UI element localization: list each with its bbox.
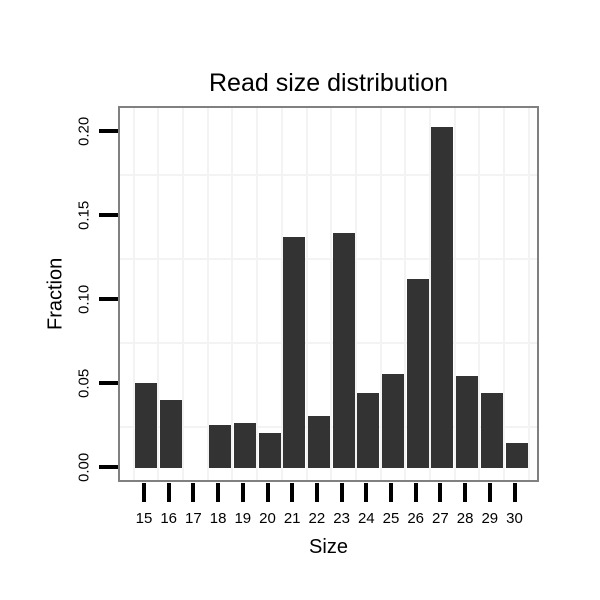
x-axis-tick-label: 29	[481, 510, 499, 527]
bar-30	[505, 443, 528, 469]
x-axis-tick-label: 28	[456, 510, 474, 527]
bar-25	[382, 374, 404, 469]
y-axis-tick	[99, 212, 118, 217]
y-axis-title: Fraction	[44, 257, 67, 331]
gridline-vertical-minor	[478, 108, 481, 480]
chart-title: Read size distribution	[208, 69, 448, 97]
bar-21	[283, 236, 306, 469]
x-axis-tick	[364, 483, 369, 502]
x-axis-tick	[191, 483, 196, 502]
x-axis-tick	[142, 483, 146, 502]
x-axis-tick	[463, 483, 468, 502]
x-axis-tick	[290, 483, 295, 502]
gridline-horizontal-minor	[120, 341, 537, 344]
gridline-vertical-minor	[231, 108, 234, 480]
x-axis-tick-label: 18	[209, 510, 227, 527]
gridline-vertical-minor	[280, 108, 283, 480]
gridline-vertical-minor	[256, 108, 259, 480]
y-axis-tick-label: 0.10	[75, 283, 93, 314]
x-axis-tick-label: 17	[185, 510, 202, 527]
x-axis-tick-label: 20	[259, 510, 276, 527]
x-axis-tick	[314, 483, 319, 502]
y-axis-tick-label: 0.20	[75, 115, 93, 146]
gridline-vertical-minor	[182, 108, 185, 480]
x-axis-tick	[166, 483, 171, 502]
bar-23	[332, 233, 355, 469]
x-axis-tick-label: 16	[160, 510, 178, 527]
x-axis-title: Size	[309, 536, 348, 558]
plot-panel	[118, 106, 539, 482]
x-axis-tick	[216, 483, 221, 502]
gridline-vertical-minor	[404, 108, 407, 480]
x-axis-tick	[339, 483, 344, 502]
gridline-vertical-minor	[379, 108, 382, 480]
x-axis-tick	[512, 483, 517, 502]
x-axis-tick	[487, 483, 492, 502]
x-axis-tick-label: 19	[234, 510, 252, 527]
gridline-vertical-minor	[305, 108, 308, 480]
x-axis-tick-label: 23	[333, 510, 350, 527]
bar-19	[233, 423, 256, 469]
y-axis-tick-label: 0.15	[75, 199, 93, 230]
x-axis-tick-label: 21	[283, 510, 301, 527]
gridline-vertical-minor	[527, 108, 530, 480]
bar-28	[456, 376, 479, 469]
gridline-vertical-minor	[503, 108, 506, 480]
x-axis-tick-label: 25	[382, 510, 400, 527]
gridline-horizontal-minor	[120, 257, 537, 260]
gridline-vertical-minor	[330, 108, 333, 480]
bar-16	[159, 399, 182, 469]
bar-15	[135, 382, 157, 469]
bar-20	[258, 433, 281, 469]
bar-18	[209, 424, 232, 469]
bar-22	[307, 416, 330, 469]
x-axis-tick	[265, 483, 270, 502]
gridline-vertical-minor	[453, 108, 456, 480]
x-axis-tick-label: 15	[135, 510, 153, 527]
x-axis-tick-label: 24	[357, 510, 375, 527]
y-axis-tick	[99, 464, 118, 469]
gridline-vertical-minor	[354, 108, 357, 480]
x-axis-tick-label: 26	[407, 510, 425, 527]
x-axis-tick	[240, 483, 245, 502]
x-axis-tick-label: 27	[432, 510, 449, 527]
gridline-horizontal-minor	[120, 173, 537, 176]
bar-29	[480, 392, 503, 469]
y-axis-tick	[99, 128, 118, 133]
bar-27	[431, 127, 454, 469]
bar-24	[357, 392, 380, 469]
x-axis-tick-label: 22	[308, 510, 326, 527]
y-axis-tick	[99, 380, 118, 385]
bar-26	[406, 278, 429, 469]
gridline-vertical-minor	[157, 108, 160, 480]
y-axis-tick	[99, 296, 118, 301]
x-axis-tick	[389, 483, 393, 502]
gridline-vertical-minor	[132, 108, 135, 480]
x-axis-tick	[413, 483, 418, 502]
x-axis-tick	[438, 483, 443, 502]
gridline-vertical-minor	[206, 108, 209, 480]
x-axis-tick-label: 30	[506, 510, 523, 527]
y-axis-tick-label: 0.05	[75, 367, 93, 398]
y-axis-tick-label: 0.00	[75, 451, 93, 482]
gridline-vertical-minor	[429, 108, 432, 480]
